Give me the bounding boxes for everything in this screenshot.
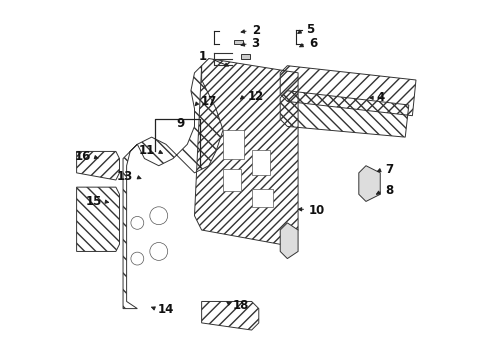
Circle shape — [149, 207, 167, 225]
Bar — [223, 169, 241, 191]
Circle shape — [131, 216, 143, 229]
Text: 3: 3 — [251, 37, 259, 50]
Circle shape — [149, 243, 167, 260]
Text: 10: 10 — [308, 204, 325, 217]
Text: 18: 18 — [233, 299, 249, 312]
Text: 13: 13 — [117, 170, 133, 183]
Polygon shape — [358, 166, 380, 202]
Text: 1: 1 — [199, 50, 206, 63]
Bar — [233, 40, 242, 44]
Circle shape — [131, 252, 143, 265]
Text: 14: 14 — [158, 303, 174, 316]
Bar — [223, 130, 244, 158]
Text: 11: 11 — [138, 144, 154, 157]
Bar — [251, 150, 269, 175]
Polygon shape — [280, 223, 298, 258]
Text: 5: 5 — [305, 23, 314, 36]
Text: 6: 6 — [308, 37, 316, 50]
Text: 7: 7 — [385, 163, 393, 176]
Text: 2: 2 — [251, 24, 259, 37]
Text: 9: 9 — [176, 117, 184, 130]
Text: 8: 8 — [385, 184, 393, 197]
Bar — [251, 189, 272, 207]
Text: 16: 16 — [74, 150, 91, 163]
Text: 12: 12 — [247, 90, 264, 103]
Text: 15: 15 — [85, 195, 102, 208]
Text: 4: 4 — [376, 91, 384, 104]
Bar — [241, 54, 249, 59]
Text: 17: 17 — [201, 95, 217, 108]
